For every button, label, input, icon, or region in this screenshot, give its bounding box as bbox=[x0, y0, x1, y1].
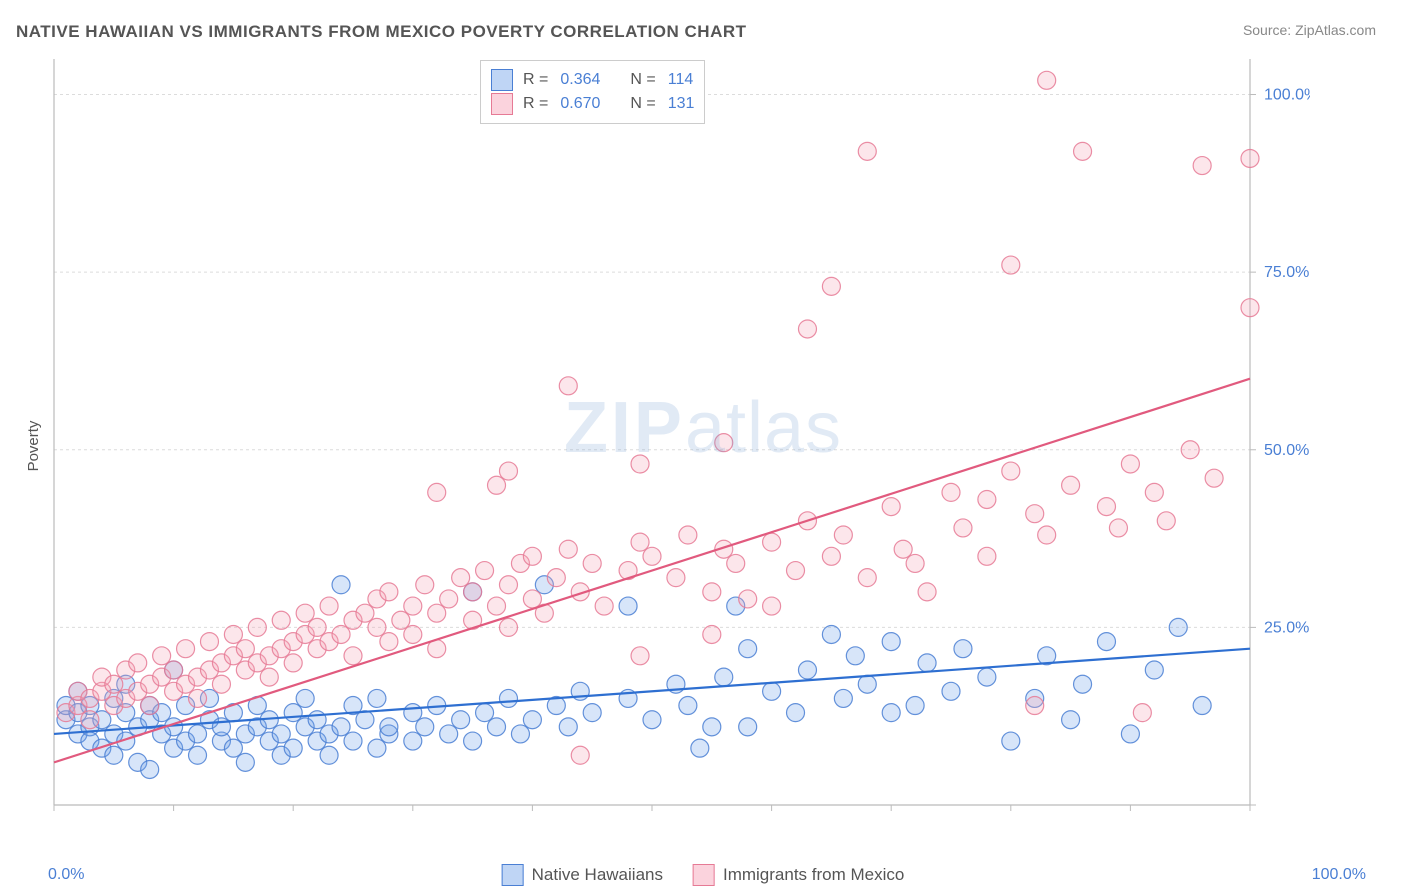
svg-text:25.0%: 25.0% bbox=[1264, 619, 1309, 636]
chart-svg: 25.0% 50.0% 75.0% 100.0% bbox=[50, 55, 1310, 825]
legend-row-1: R = 0.364 N = 114 bbox=[491, 69, 694, 91]
swatch-blue bbox=[491, 69, 513, 91]
x-axis-min: 0.0% bbox=[48, 866, 84, 884]
svg-text:50.0%: 50.0% bbox=[1264, 442, 1309, 459]
r-value-1: 0.364 bbox=[560, 71, 600, 89]
legend-item-mexico: Immigrants from Mexico bbox=[693, 864, 904, 886]
x-axis-max: 100.0% bbox=[1312, 866, 1366, 884]
source-attribution: Source: ZipAtlas.com bbox=[1243, 22, 1376, 38]
y-axis-label: Poverty bbox=[25, 421, 42, 472]
n-value-1: 114 bbox=[668, 71, 694, 89]
n-label-2: N = bbox=[630, 95, 655, 113]
legend-label-native: Native Hawaiians bbox=[532, 865, 663, 885]
n-label-1: N = bbox=[630, 71, 655, 89]
legend-label-mexico: Immigrants from Mexico bbox=[723, 865, 904, 885]
scatter-plot: 25.0% 50.0% 75.0% 100.0% bbox=[50, 55, 1310, 825]
swatch-native bbox=[502, 864, 524, 886]
r-value-2: 0.670 bbox=[560, 95, 600, 113]
correlation-legend: R = 0.364 N = 114 R = 0.670 N = 131 bbox=[480, 60, 705, 124]
legend-row-2: R = 0.670 N = 131 bbox=[491, 93, 694, 115]
legend-item-native: Native Hawaiians bbox=[502, 864, 663, 886]
n-value-2: 131 bbox=[668, 95, 695, 113]
series-legend: Native Hawaiians Immigrants from Mexico bbox=[502, 864, 905, 886]
swatch-pink bbox=[491, 93, 513, 115]
svg-text:100.0%: 100.0% bbox=[1264, 87, 1310, 104]
svg-text:75.0%: 75.0% bbox=[1264, 264, 1309, 281]
swatch-mexico bbox=[693, 864, 715, 886]
r-label-2: R = bbox=[523, 95, 548, 113]
source-label: Source: bbox=[1243, 22, 1295, 38]
r-label-1: R = bbox=[523, 71, 548, 89]
chart-title: NATIVE HAWAIIAN VS IMMIGRANTS FROM MEXIC… bbox=[16, 22, 747, 42]
source-link[interactable]: ZipAtlas.com bbox=[1295, 22, 1376, 38]
